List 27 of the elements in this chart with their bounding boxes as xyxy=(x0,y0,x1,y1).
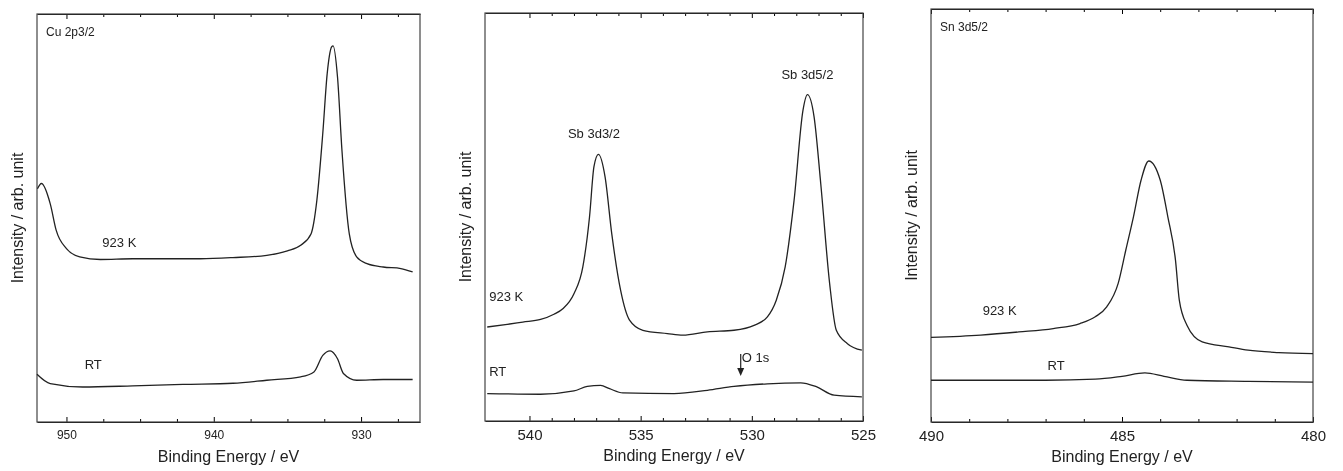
x-tick-label: 535 xyxy=(628,425,654,443)
series-label: 923 K xyxy=(489,289,524,304)
series-label: 923 K xyxy=(982,303,1017,319)
annotation: O 1s xyxy=(741,350,770,366)
y-axis-title: Intensity / arb. unit xyxy=(903,149,920,281)
x-tick-label: 540 xyxy=(517,425,543,443)
x-tick-label: 940 xyxy=(204,427,225,442)
series-label: RT xyxy=(489,363,507,379)
x-axis-title: Binding Energy / eV xyxy=(1051,448,1194,465)
x-tick-label: 530 xyxy=(739,425,765,443)
series-label: 923 K xyxy=(102,235,137,251)
x-tick-label: 930 xyxy=(351,427,372,442)
x-tick-label: 950 xyxy=(56,427,78,442)
series-label: RT xyxy=(1047,358,1065,374)
y-axis-title: Intensity / arb. unit xyxy=(457,151,474,283)
chart-title: Cu 2p3/2 xyxy=(46,25,96,39)
x-axis-title: Binding Energy / eV xyxy=(157,448,300,465)
x-tick-label: 525 xyxy=(850,425,877,443)
series-label: RT xyxy=(84,357,102,373)
x-tick-label: 485 xyxy=(1109,426,1136,444)
annotation: Sb 3d3/2 xyxy=(567,126,620,142)
chart-title: Sn 3d5/2 xyxy=(940,20,989,34)
annotation: Sb 3d5/2 xyxy=(781,66,834,82)
x-tick-label: 490 xyxy=(918,426,945,444)
x-tick-label: 480 xyxy=(1300,426,1327,444)
x-axis-title: Binding Energy / eV xyxy=(603,447,746,464)
y-axis-title: Intensity / arb. unit xyxy=(9,152,26,284)
